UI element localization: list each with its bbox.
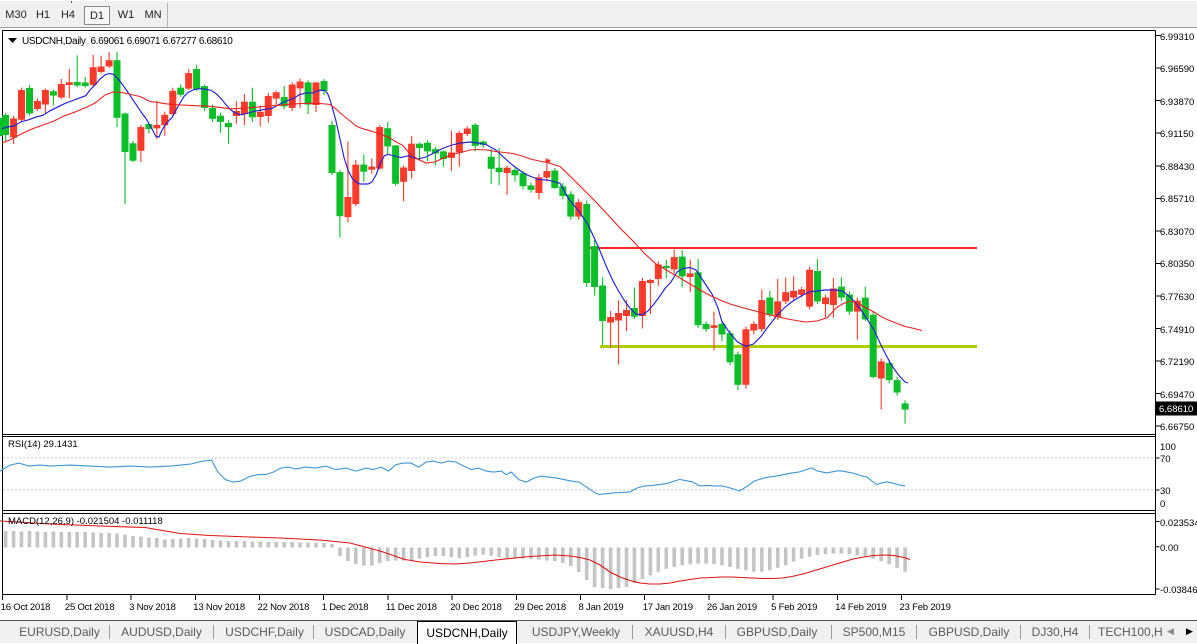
- svg-text:3 Nov 2018: 3 Nov 2018: [129, 602, 176, 613]
- svg-text:MACD(12,26,9) -0.021504 -0.011: MACD(12,26,9) -0.021504 -0.011118: [8, 516, 163, 527]
- svg-text:-0.038466: -0.038466: [1160, 585, 1197, 596]
- svg-text:6.88430: 6.88430: [1160, 162, 1194, 173]
- svg-text:8 Jan 2019: 8 Jan 2019: [579, 602, 624, 613]
- svg-text:USDCNH,Daily 6.69061 6.69071: USDCNH,Daily 6.69061 6.69071 6.67277 6.6…: [22, 36, 233, 47]
- svg-text:6.74910: 6.74910: [1160, 325, 1194, 336]
- svg-text:22 Nov 2018: 22 Nov 2018: [258, 602, 310, 613]
- svg-text:6.83070: 6.83070: [1160, 227, 1194, 238]
- svg-text:26 Jan 2019: 26 Jan 2019: [707, 602, 757, 613]
- svg-text:6.85710: 6.85710: [1160, 194, 1194, 205]
- svg-text:6.68610: 6.68610: [1159, 404, 1193, 415]
- svg-text:6.77630: 6.77630: [1160, 292, 1194, 303]
- svg-text:6.80350: 6.80350: [1160, 259, 1194, 270]
- svg-text:17 Jan 2019: 17 Jan 2019: [643, 602, 693, 613]
- svg-text:14 Feb 2019: 14 Feb 2019: [835, 602, 886, 613]
- svg-text:0.023534: 0.023534: [1160, 518, 1197, 529]
- svg-text:70: 70: [1160, 454, 1171, 465]
- svg-text:6.66750: 6.66750: [1160, 422, 1194, 433]
- svg-text:13 Nov 2018: 13 Nov 2018: [193, 602, 245, 613]
- svg-text:20 Dec 2018: 20 Dec 2018: [450, 602, 502, 613]
- svg-text:30: 30: [1160, 486, 1171, 497]
- svg-text:5 Feb 2019: 5 Feb 2019: [771, 602, 817, 613]
- svg-text:6.96590: 6.96590: [1160, 64, 1194, 75]
- svg-text:16 Oct 2018: 16 Oct 2018: [1, 602, 51, 613]
- svg-text:0: 0: [1160, 499, 1165, 510]
- svg-text:6.69470: 6.69470: [1160, 390, 1194, 401]
- svg-text:29 Dec 2018: 29 Dec 2018: [514, 602, 566, 613]
- svg-text:6.91150: 6.91150: [1160, 129, 1194, 140]
- svg-text:100: 100: [1160, 442, 1176, 453]
- svg-text:0.00: 0.00: [1160, 543, 1179, 554]
- svg-text:6.72190: 6.72190: [1160, 357, 1194, 368]
- svg-text:25 Oct 2018: 25 Oct 2018: [65, 602, 115, 613]
- svg-text:23 Feb 2019: 23 Feb 2019: [900, 602, 951, 613]
- svg-text:6.93870: 6.93870: [1160, 97, 1194, 108]
- svg-text:1 Dec 2018: 1 Dec 2018: [322, 602, 369, 613]
- svg-text:6.99310: 6.99310: [1160, 32, 1194, 43]
- svg-text:11 Dec 2018: 11 Dec 2018: [386, 602, 437, 613]
- svg-text:RSI(14) 29.1431: RSI(14) 29.1431: [8, 439, 78, 450]
